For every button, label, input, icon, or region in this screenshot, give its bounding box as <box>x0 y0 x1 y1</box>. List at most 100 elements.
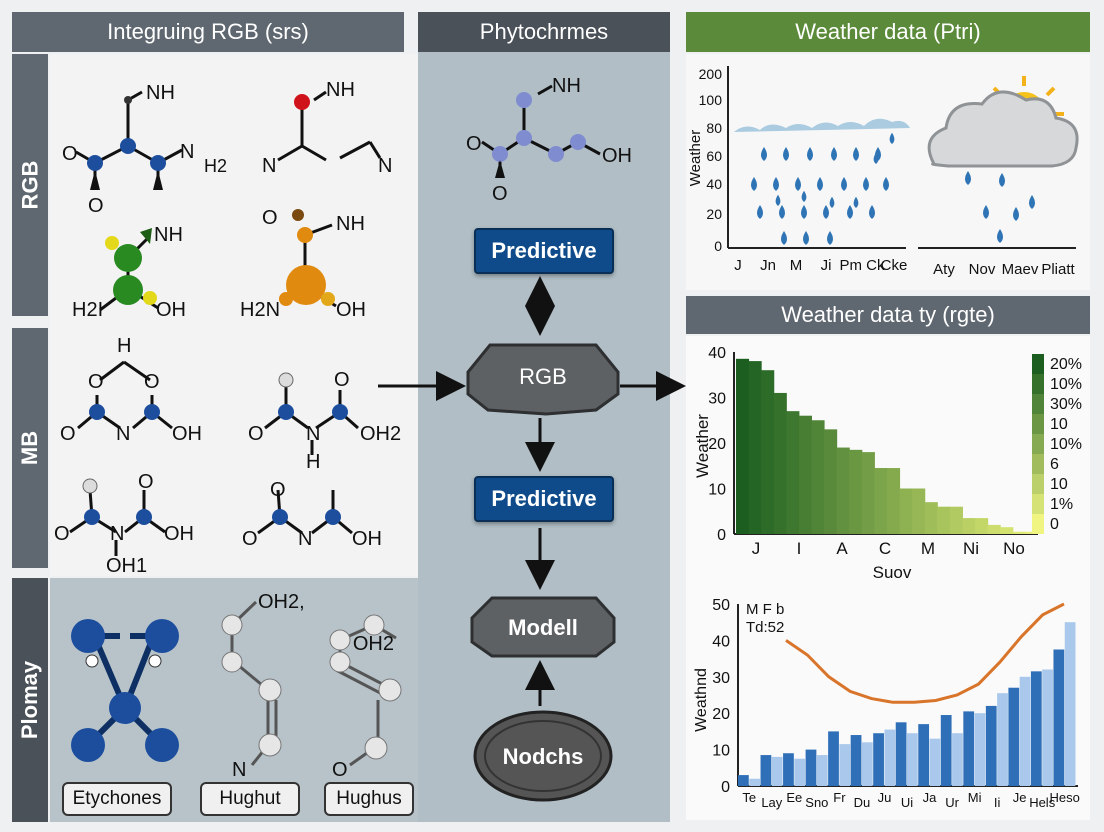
chart2-bar <box>1012 531 1026 534</box>
m6-label-oh2: OH2 <box>360 423 401 445</box>
chart2-legend-swatch <box>1032 474 1044 494</box>
m8-label-o1: O <box>270 479 286 501</box>
chart2-bar <box>849 449 863 534</box>
chart1-ytick: 20 <box>706 206 722 222</box>
m3-label-nh: NH <box>154 224 183 246</box>
m5-label-o1: O <box>88 371 104 393</box>
chart3-xtick: Lay <box>761 795 782 810</box>
m9-label-oh2: OH2, <box>258 591 305 613</box>
right-mid-header-title: Weather data ty (rgte) <box>781 302 995 327</box>
m10-label-o: O <box>332 759 348 781</box>
m4-label-o: O <box>262 207 278 229</box>
rain-drop <box>757 205 763 219</box>
chart2-bar <box>949 506 963 534</box>
chart2-bar <box>899 488 913 534</box>
chart2-legend-swatch <box>1032 414 1044 434</box>
chart2-legend-swatch <box>1032 434 1044 454</box>
chart2-legend-swatch <box>1032 514 1044 534</box>
m2-label-n2: N <box>378 155 392 177</box>
rgb-node <box>466 343 620 416</box>
chart3-xtick: Je <box>1013 790 1027 805</box>
paired-bar-chart: Weathnd M F b Td:52 0 10 20 30 40 50 Te Lay Ee S… <box>693 597 1080 810</box>
chart2-bar <box>786 411 800 534</box>
rain-drop <box>883 177 889 191</box>
rain-drop <box>983 205 989 219</box>
rain-drop <box>1013 207 1019 221</box>
chart3-ytick: 30 <box>712 670 730 687</box>
rain-drop <box>847 205 853 219</box>
rain-drop <box>801 190 807 202</box>
chart2-legend-label: 1% <box>1050 496 1073 513</box>
m6-label-n: N <box>306 423 320 445</box>
chart3-trend-curve <box>785 602 1065 704</box>
rgb-node-label: RGB <box>519 364 567 389</box>
chart2-bar <box>798 415 812 534</box>
chart2-bar <box>887 468 901 534</box>
chart2-legend-label: 6 <box>1050 456 1059 473</box>
m6-label-o1: O <box>334 369 350 391</box>
chart2-bar <box>912 488 926 534</box>
chart3-bar <box>952 733 963 786</box>
chart3-bar <box>1008 687 1020 786</box>
cloud-icon <box>927 90 1079 168</box>
label-etychones-text: Etychones <box>72 788 162 809</box>
mid-mol-oh: OH <box>602 145 632 167</box>
m1-label-nh: NH <box>146 82 175 104</box>
mid-mol-nh: NH <box>552 75 581 97</box>
m4-label-nh: NH <box>336 213 365 235</box>
label-hughus: Hughus <box>324 782 414 816</box>
rain-drop <box>773 177 779 191</box>
chart2-xtick: J <box>752 539 761 558</box>
rain-drop <box>781 231 787 245</box>
predictive-top-label: Predictive <box>491 238 597 263</box>
molecule-diagrams: NH O N H2 O NH N N NH H2I OH O NH H2N OH… <box>54 79 402 781</box>
chart2-bar <box>874 468 888 534</box>
chart3-bar <box>895 722 907 786</box>
chart3-xtick: Ur <box>945 795 959 810</box>
middle-header-title: Phytochrmes <box>479 19 609 44</box>
chart3-bar <box>1064 622 1076 786</box>
rain-drop <box>795 177 801 191</box>
chart1-xtick: Jn <box>760 257 776 274</box>
m9-label-n: N <box>232 759 246 781</box>
chart3-annotation-1: M F b <box>746 601 784 618</box>
chart1-ytick: 60 <box>706 148 722 164</box>
m10-label-oh2: OH2 <box>353 633 394 655</box>
chart2-ytick: 40 <box>708 345 726 362</box>
chart1-ylabel: Weather <box>687 130 704 186</box>
chart2-ytick: 0 <box>717 527 726 544</box>
chart3-bar <box>940 715 952 786</box>
chart3-xtick: Fr <box>833 790 846 805</box>
chart2-bar <box>761 370 775 534</box>
rain-drop <box>863 177 869 191</box>
left-header-title: Integruing RGB (srs) <box>107 19 309 44</box>
chart3-bar <box>805 749 817 786</box>
rain-drop <box>853 147 859 161</box>
chart2-xtick: M <box>921 539 935 558</box>
chart3-bar <box>1042 669 1053 786</box>
chart2-bar <box>811 420 825 534</box>
chart2-bar <box>962 518 976 534</box>
rain-drop <box>827 231 833 245</box>
chart1-xtick: Nov <box>969 261 996 278</box>
right-top-header-title: Weather data (Ptri) <box>795 19 981 44</box>
chart3-bar <box>828 731 839 786</box>
chart2-xtick: No <box>1003 539 1025 558</box>
chart3-xtick: Ee <box>786 790 802 805</box>
chart2-legend-swatch <box>1032 394 1044 414</box>
chart2-legend-label: 10% <box>1050 376 1082 393</box>
chart3-bar <box>839 744 851 786</box>
middle-panel <box>418 52 670 822</box>
m7-label-oh1: OH1 <box>106 555 147 577</box>
chart3-xtick: Ju <box>878 790 892 805</box>
chart1-xtick: Pliatt <box>1041 261 1075 278</box>
chart1-xtick: M <box>790 257 803 274</box>
chart2-xlabel: Suov <box>873 563 912 582</box>
rain-drop <box>841 177 847 191</box>
chart1-xtick: J <box>734 257 742 274</box>
m3-label-h2i: H2I <box>72 299 103 321</box>
m5-label-o2: O <box>144 371 160 393</box>
chart3-bar <box>783 753 794 786</box>
chart3-bar <box>1053 649 1065 786</box>
